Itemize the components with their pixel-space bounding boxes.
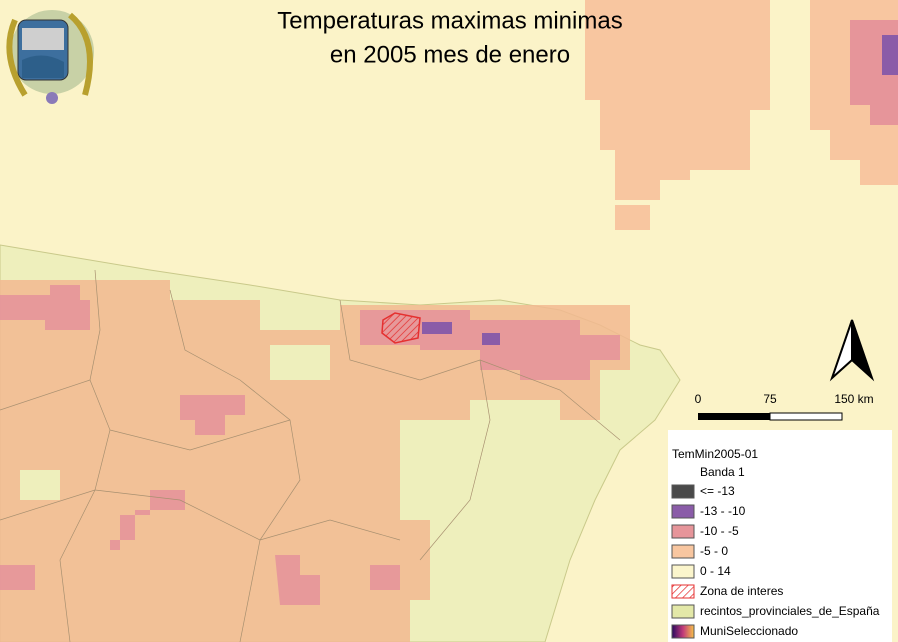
legend-swatch <box>671 584 695 599</box>
province-borders <box>0 269 621 642</box>
scale-bar <box>698 412 843 421</box>
legend-swatch <box>671 484 695 499</box>
legend-label: -5 - 0 <box>700 544 728 558</box>
map-subtitle: en 2005 mes de enero <box>330 41 570 68</box>
raster-zone <box>180 395 245 435</box>
scale-label: 0 <box>695 392 702 406</box>
legend-swatch <box>671 524 695 539</box>
raster-zone <box>110 490 185 550</box>
legend-swatch <box>671 564 695 579</box>
legend-subtitle: Banda 1 <box>700 465 745 479</box>
raster-zone <box>615 205 650 230</box>
legend-label: -13 - -10 <box>700 504 746 518</box>
raster-zone <box>0 555 400 605</box>
legend-box <box>668 430 892 642</box>
scale-label: 75 <box>763 392 777 406</box>
north-arrow <box>829 319 875 382</box>
raster-zone <box>0 285 90 330</box>
legend-swatch <box>671 504 695 519</box>
interest-zone <box>381 312 421 344</box>
legend-swatch <box>671 624 695 639</box>
map-title: Temperaturas maximas minimas <box>277 7 622 34</box>
raster-zone <box>882 35 898 75</box>
raster-zone <box>0 280 630 642</box>
legend-items: <= -13 -13 - -10 -10 - -5 -5 - 0 0 - 14 Zona … <box>671 484 880 639</box>
legend-label: 0 - 14 <box>700 564 731 578</box>
legend-title: TemMin2005-01 <box>672 447 758 461</box>
legend-label: <= -13 <box>700 484 735 498</box>
legend-label: -10 - -5 <box>700 524 739 538</box>
legend-swatch <box>671 544 695 559</box>
raster-zone <box>482 333 500 345</box>
logo <box>6 10 94 104</box>
legend-label: MuniSeleccionado <box>700 624 798 638</box>
legend-label: recintos_provinciales_de_España <box>700 604 880 618</box>
scale-label: 150 km <box>834 392 873 406</box>
legend-label: Zona de interes <box>700 584 783 598</box>
legend-swatch <box>671 604 695 619</box>
raster-zone <box>20 345 330 500</box>
raster-zone <box>422 322 452 334</box>
raster-zone <box>585 0 770 200</box>
